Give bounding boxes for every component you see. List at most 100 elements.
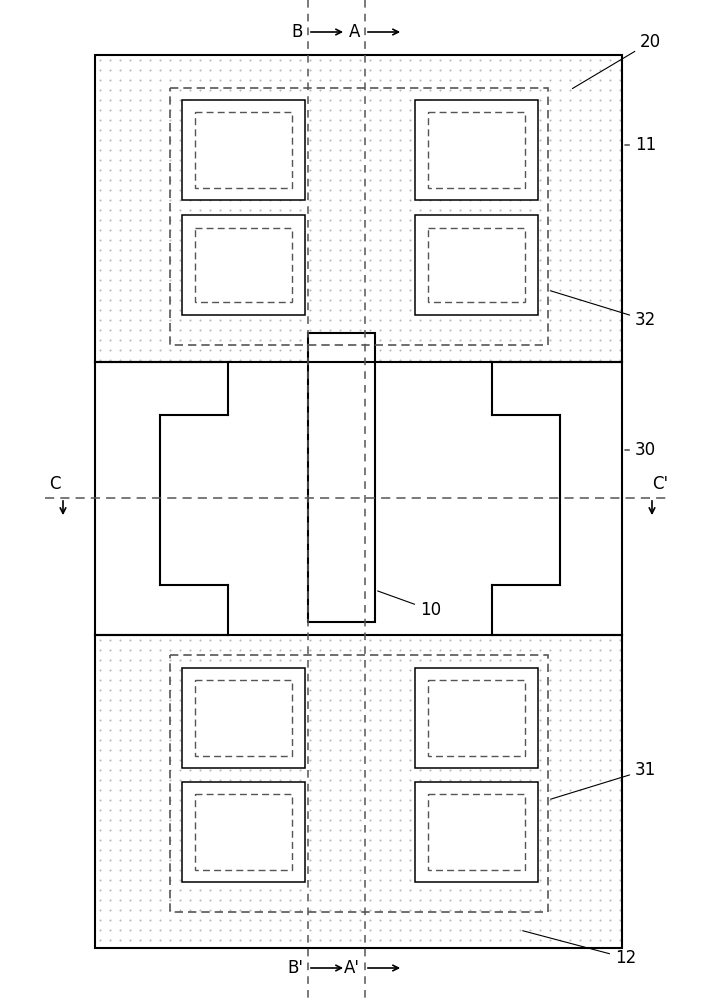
Point bbox=[594, 792, 606, 808]
Point bbox=[324, 682, 336, 698]
Point bbox=[134, 192, 146, 208]
Point bbox=[494, 872, 505, 888]
Point bbox=[534, 702, 546, 718]
Point bbox=[282, 850, 294, 866]
Point bbox=[94, 312, 105, 328]
Point bbox=[415, 696, 427, 712]
Point bbox=[214, 702, 226, 718]
Point bbox=[484, 722, 495, 738]
Point bbox=[374, 102, 386, 118]
Point bbox=[344, 752, 356, 768]
Point bbox=[234, 652, 246, 668]
Point bbox=[159, 492, 171, 508]
Point bbox=[394, 202, 406, 218]
Point bbox=[284, 112, 295, 128]
Point bbox=[214, 322, 226, 338]
Point bbox=[404, 282, 416, 298]
Text: 10: 10 bbox=[378, 591, 441, 619]
Point bbox=[529, 522, 541, 538]
Point bbox=[294, 852, 305, 868]
Point bbox=[114, 752, 125, 768]
Point bbox=[144, 652, 156, 668]
Point bbox=[192, 168, 204, 184]
Point bbox=[234, 672, 246, 688]
Point bbox=[294, 172, 305, 188]
Point bbox=[499, 512, 511, 528]
Point bbox=[232, 830, 244, 846]
Point bbox=[174, 802, 186, 818]
Point bbox=[374, 732, 386, 748]
Point bbox=[364, 132, 376, 148]
Point bbox=[384, 72, 396, 88]
Point bbox=[415, 138, 427, 154]
Point bbox=[604, 872, 616, 888]
Point bbox=[564, 182, 576, 198]
Point bbox=[252, 830, 264, 846]
Point bbox=[484, 342, 495, 358]
Point bbox=[484, 202, 495, 218]
Point bbox=[544, 852, 556, 868]
Bar bbox=[195, 794, 292, 870]
Point bbox=[265, 932, 276, 948]
Point bbox=[184, 702, 196, 718]
Point bbox=[212, 303, 224, 319]
Point bbox=[94, 72, 105, 88]
Point bbox=[394, 732, 406, 748]
Point bbox=[465, 746, 477, 762]
Point bbox=[524, 712, 536, 728]
Point bbox=[584, 272, 596, 288]
Point bbox=[445, 902, 456, 918]
Point bbox=[222, 253, 234, 269]
Point bbox=[445, 138, 457, 154]
Point bbox=[214, 312, 226, 328]
Point bbox=[414, 852, 426, 868]
Point bbox=[224, 242, 236, 258]
Point bbox=[144, 92, 156, 108]
Point bbox=[144, 772, 156, 788]
Point bbox=[224, 642, 236, 658]
Point bbox=[374, 112, 386, 128]
Point bbox=[154, 812, 166, 828]
Point bbox=[455, 736, 467, 752]
Point bbox=[526, 168, 537, 184]
Point bbox=[265, 72, 276, 88]
Point bbox=[344, 882, 356, 898]
Point bbox=[614, 642, 626, 658]
Point bbox=[182, 168, 194, 184]
Point bbox=[374, 632, 386, 648]
Point bbox=[272, 850, 284, 866]
Point bbox=[344, 852, 356, 868]
Point bbox=[484, 782, 495, 798]
Point bbox=[474, 722, 485, 738]
Point bbox=[334, 652, 346, 668]
Point bbox=[334, 862, 346, 878]
Point bbox=[314, 832, 326, 848]
Point bbox=[505, 213, 517, 229]
Point bbox=[124, 352, 136, 368]
Point bbox=[465, 892, 476, 908]
Point bbox=[304, 892, 315, 908]
Point bbox=[564, 702, 576, 718]
Point bbox=[144, 832, 156, 848]
Point bbox=[594, 672, 606, 688]
Point bbox=[445, 812, 456, 828]
Point bbox=[265, 222, 276, 238]
Point bbox=[154, 772, 166, 788]
Point bbox=[134, 822, 146, 838]
Point bbox=[189, 432, 201, 448]
Point bbox=[504, 82, 516, 98]
Point bbox=[293, 756, 304, 772]
Point bbox=[614, 142, 626, 158]
Point bbox=[455, 202, 466, 218]
Point bbox=[564, 162, 576, 178]
Point bbox=[514, 92, 526, 108]
Point bbox=[526, 293, 537, 309]
Point bbox=[304, 82, 315, 98]
Point bbox=[284, 232, 295, 248]
Point bbox=[505, 790, 517, 806]
Point bbox=[614, 162, 626, 178]
Point bbox=[314, 782, 326, 798]
Point bbox=[516, 736, 527, 752]
Point bbox=[424, 932, 436, 948]
Point bbox=[544, 822, 556, 838]
